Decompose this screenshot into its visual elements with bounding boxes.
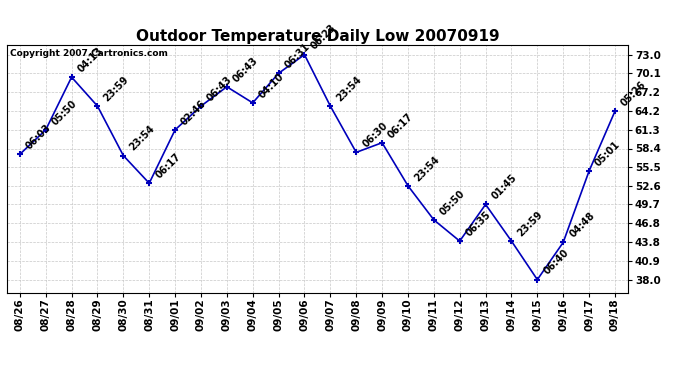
- Text: 06:17: 06:17: [153, 152, 182, 180]
- Text: 04:48: 04:48: [567, 210, 596, 240]
- Text: 05:26: 05:26: [619, 80, 648, 108]
- Text: 23:54: 23:54: [412, 154, 441, 183]
- Text: 06:43: 06:43: [205, 74, 234, 103]
- Text: 04:10: 04:10: [257, 71, 286, 100]
- Text: 01:45: 01:45: [490, 172, 519, 202]
- Text: 05:01: 05:01: [593, 139, 622, 168]
- Text: 23:54: 23:54: [128, 124, 157, 153]
- Text: 06:35: 06:35: [464, 209, 493, 238]
- Text: 06:40: 06:40: [542, 248, 571, 277]
- Text: 06:17: 06:17: [386, 111, 415, 140]
- Text: 23:54: 23:54: [335, 74, 364, 103]
- Text: Copyright 2007 Cartronics.com: Copyright 2007 Cartronics.com: [10, 49, 168, 58]
- Text: 06:23: 06:23: [308, 23, 337, 52]
- Text: 02:46: 02:46: [179, 98, 208, 127]
- Title: Outdoor Temperature Daily Low 20070919: Outdoor Temperature Daily Low 20070919: [136, 29, 499, 44]
- Text: 23:59: 23:59: [101, 74, 130, 103]
- Text: 06:43: 06:43: [231, 55, 260, 84]
- Text: 06:30: 06:30: [360, 121, 389, 150]
- Text: 05:50: 05:50: [438, 188, 467, 217]
- Text: 05:50: 05:50: [50, 98, 79, 127]
- Text: 04:13: 04:13: [76, 45, 105, 74]
- Text: 23:59: 23:59: [515, 209, 544, 238]
- Text: 06:03: 06:03: [24, 123, 53, 152]
- Text: 06:31: 06:31: [283, 42, 312, 70]
